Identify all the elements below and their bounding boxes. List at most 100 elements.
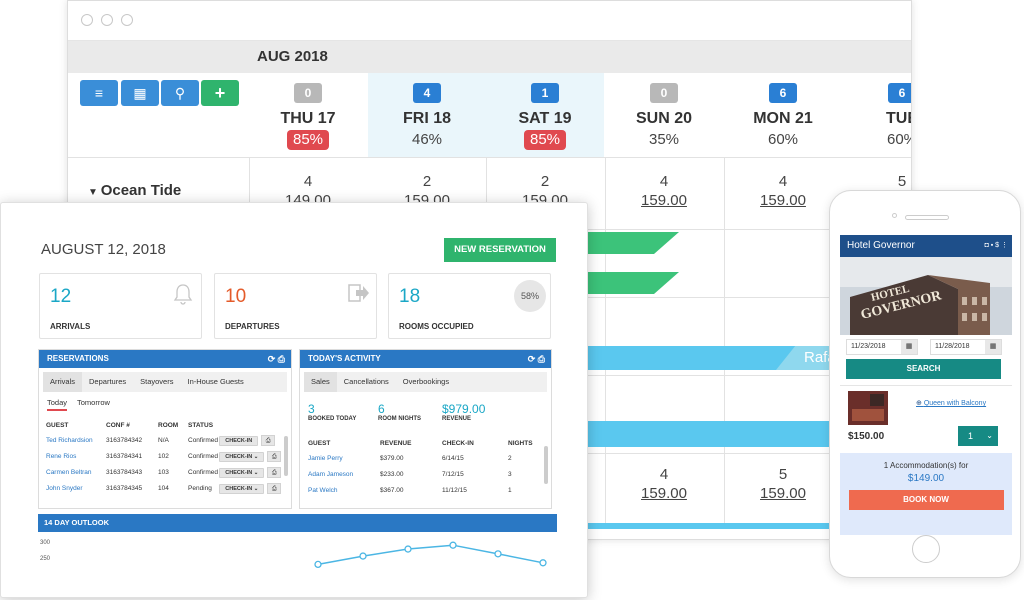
check-in-button[interactable]: CHECK-IN ⌄ xyxy=(219,483,265,494)
table-row[interactable]: John Snyder 3163784345 104 Pending CHECK-IN … xyxy=(46,480,284,496)
rate-price[interactable]: 159.00 xyxy=(760,192,806,209)
booking-bar[interactable] xyxy=(554,523,904,529)
guest-name[interactable]: John Snyder xyxy=(46,484,83,492)
menu-button[interactable]: ≡ xyxy=(80,80,118,106)
col-status: STATUS xyxy=(188,421,214,429)
guest-name[interactable]: Adam Jameson xyxy=(308,470,354,478)
check-in-button[interactable]: CHECK-IN ⌄ xyxy=(219,467,265,478)
bell-icon xyxy=(173,284,193,305)
tab-arrivals[interactable]: Arrivals xyxy=(43,372,83,392)
room-number: 103 xyxy=(158,468,169,476)
kpi-value: $979.00 xyxy=(442,402,486,416)
occupancy-percent: 85% xyxy=(523,130,567,150)
rate-price[interactable]: 159.00 xyxy=(641,485,687,502)
guest-name[interactable]: Ted Richardsion xyxy=(46,436,93,444)
home-button[interactable] xyxy=(912,535,940,563)
checkin-date-field[interactable]: 11/23/2018 ▦ xyxy=(846,339,918,355)
day-column[interactable]: 6 TUE 60% xyxy=(843,73,911,157)
quantity-select[interactable]: 1 ⌄ xyxy=(958,426,998,446)
kpi-value: 6 xyxy=(378,402,385,416)
tab-stayovers[interactable]: Stayovers xyxy=(140,377,174,386)
outlook-point[interactable] xyxy=(539,559,547,567)
scrollbar[interactable] xyxy=(284,436,288,476)
tab-cancellations[interactable]: Cancellations xyxy=(343,377,389,386)
divider xyxy=(724,157,725,527)
availability-badge: 0 xyxy=(294,83,322,103)
guest-name[interactable]: Carmen Beltran xyxy=(46,468,92,476)
day-column[interactable]: 6 MON 21 60% xyxy=(724,73,842,157)
room-link[interactable]: ⊕ Queen with Balcony xyxy=(916,399,986,407)
scrollbar[interactable] xyxy=(544,446,548,484)
window-close-dot[interactable] xyxy=(81,14,93,26)
calendar-icon[interactable]: ▦ xyxy=(901,340,917,354)
table-row[interactable]: Adam Jameson $233.00 7/12/15 3 xyxy=(308,466,538,482)
outlook-point[interactable] xyxy=(359,552,367,560)
day-name: MON 21 xyxy=(753,110,813,127)
activity-title: TODAY'S ACTIVITY xyxy=(308,354,381,363)
available-count: 4 xyxy=(303,173,313,190)
rate-cell[interactable]: 5 159.00 xyxy=(724,466,842,502)
check-in-date: 6/14/15 xyxy=(442,454,464,462)
print-icon[interactable]: ⎙ xyxy=(261,434,276,446)
tab-overbookings[interactable]: Overbookings xyxy=(402,377,450,386)
available-count: 5 xyxy=(778,466,788,483)
rate-price[interactable]: 159.00 xyxy=(760,485,806,502)
rate-cell[interactable]: 4 159.00 xyxy=(724,173,842,209)
table-row[interactable]: Rene Rios 3163784341 102 Confirmed CHECK-IN … xyxy=(46,448,284,464)
add-button[interactable]: + xyxy=(201,80,239,106)
book-now-button[interactable]: BOOK NOW xyxy=(848,490,1004,510)
rate-cell[interactable]: 5 xyxy=(843,173,911,192)
tab-in-house-guests[interactable]: In-House Guests xyxy=(187,377,244,386)
status: Confirmed xyxy=(188,436,218,444)
guest-name[interactable]: Rene Rios xyxy=(46,452,77,460)
table-row[interactable]: Carmen Beltran 3163784343 103 Confirmed CHEC… xyxy=(46,464,284,480)
subtab-tomorrow[interactable]: Tomorrow xyxy=(77,398,110,407)
outlook-point[interactable] xyxy=(314,560,322,569)
new-reservation-button[interactable]: NEW RESERVATION xyxy=(444,238,556,262)
print-icon[interactable]: ⎙ xyxy=(267,482,282,494)
table-header-row: GUEST CONF # ROOM STATUS xyxy=(46,418,284,432)
subtab-today[interactable]: Today xyxy=(47,398,68,411)
outlook-point[interactable] xyxy=(404,545,412,553)
search-button[interactable]: SEARCH xyxy=(846,359,1001,379)
col-revenue: REVENUE xyxy=(380,439,412,447)
window-maximize-dot[interactable] xyxy=(121,14,133,26)
room-price: $150.00 xyxy=(848,431,885,442)
nights: 3 xyxy=(508,470,512,478)
day-column[interactable]: 0 SUN 20 35% xyxy=(605,73,723,157)
room-number: N/A xyxy=(158,436,169,444)
window-minimize-dot[interactable] xyxy=(101,14,113,26)
room-type-row[interactable]: ▼ Ocean Tide xyxy=(88,182,181,199)
menu-icon[interactable]: ◘ ▪ $ ⋮ xyxy=(984,242,1008,249)
reservations-panel: RESERVATIONS ⟳ ⎙ Arrivals Departures Stayov… xyxy=(38,349,292,509)
rooms-occupied-stat[interactable]: 18 ROOMS OCCUPIED 58% xyxy=(388,273,551,339)
guest-name[interactable]: Jamie Perry xyxy=(308,454,343,462)
outlook-point[interactable] xyxy=(494,550,502,558)
check-in-button[interactable]: CHECK-IN ⌄ xyxy=(219,451,265,462)
tab-sales[interactable]: Sales xyxy=(304,372,337,392)
print-icon[interactable]: ⎙ xyxy=(267,450,282,462)
check-in-button[interactable]: CHECK-IN xyxy=(219,435,259,446)
day-column[interactable]: 1 SAT 19 85% xyxy=(486,73,604,157)
calendar-icon[interactable]: ▦ xyxy=(985,340,1001,354)
arrivals-stat[interactable]: 12 ARRIVALS xyxy=(39,273,202,339)
room-number: 102 xyxy=(158,452,169,460)
refresh-print-icons[interactable]: ⟳ ⎙ xyxy=(267,354,285,364)
tab-departures[interactable]: Departures xyxy=(89,377,127,386)
print-icon[interactable]: ⎙ xyxy=(267,466,282,478)
rate-cell[interactable]: 4 159.00 xyxy=(605,173,723,209)
table-row[interactable]: Pat Welch $367.00 11/12/15 1 xyxy=(308,482,538,498)
departures-stat[interactable]: 10 DEPARTURES xyxy=(214,273,377,339)
calendar-button[interactable]: ▦ xyxy=(121,80,159,106)
day-column[interactable]: 4 FRI 18 46% xyxy=(368,73,486,157)
outlook-point[interactable] xyxy=(449,541,457,549)
guest-name[interactable]: Pat Welch xyxy=(308,486,338,494)
rate-price[interactable]: 159.00 xyxy=(641,192,687,209)
search-button[interactable]: ⚲ xyxy=(161,80,199,106)
refresh-print-icons[interactable]: ⟳ ⎙ xyxy=(527,354,545,364)
table-row[interactable]: Jamie Perry $379.00 6/14/15 2 xyxy=(308,450,538,466)
day-column[interactable]: 0 THU 17 85% xyxy=(249,73,367,157)
table-row[interactable]: Ted Richardsion 3163784342 N/A Confirmed CHE… xyxy=(46,432,284,448)
rate-cell[interactable]: 4 159.00 xyxy=(605,466,723,502)
checkout-date-field[interactable]: 11/28/2018 ▦ xyxy=(930,339,1002,355)
